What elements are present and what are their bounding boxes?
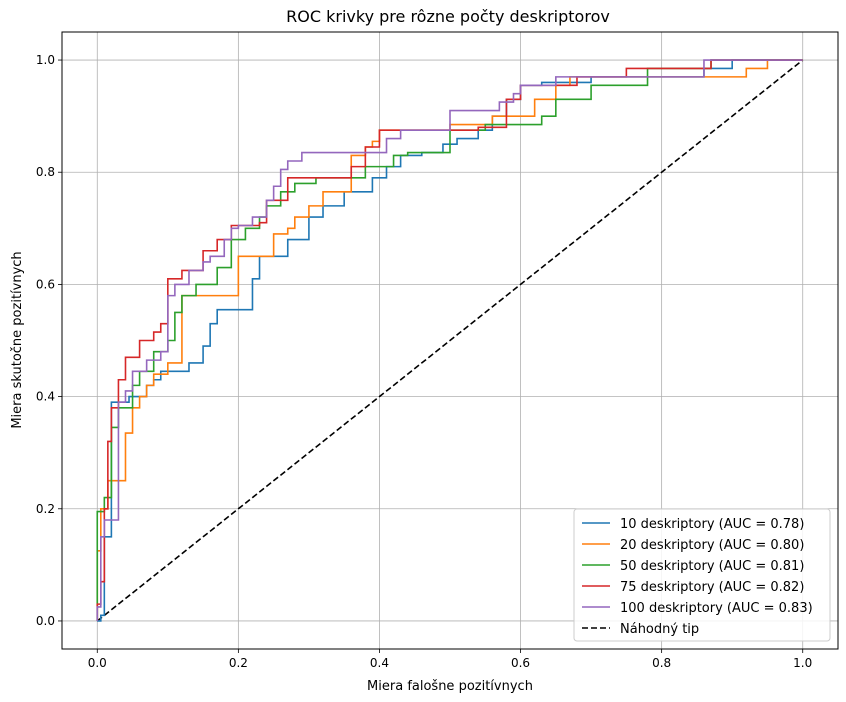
series-line-4 [96,59,803,621]
legend-label-0: 10 deskriptory (AUC = 0.78) [620,517,804,532]
x-tick-label: 0.4 [370,656,389,670]
x-tick-label: 0.2 [229,656,248,670]
legend-label-3: 75 deskriptory (AUC = 0.82) [620,580,804,595]
y-tick-label: 0.4 [36,390,55,404]
series-layer [96,59,804,622]
series-line-3 [96,59,803,621]
y-tick-label: 0.0 [36,614,55,628]
plot-frame [61,31,839,650]
legend: 10 deskriptory (AUC = 0.78) 20 deskriptor… [573,508,831,642]
x-tick-label: 0.8 [652,656,671,670]
ticks: 0.0 0.2 0.4 0.6 0.8 1.0 0.0 0.2 0.4 0.6 0.8 1.0 [36,53,812,670]
legend-label-1: 20 deskriptory (AUC = 0.80) [620,538,804,553]
x-tick-label: 0.6 [511,656,530,670]
y-tick-label: 1.0 [36,53,55,67]
y-tick-label: 0.2 [36,502,55,516]
x-tick-label: 1.0 [793,656,812,670]
y-tick-label: 0.8 [36,165,55,179]
x-axis-label: Miera falošne pozitívnych [367,679,533,694]
chart-title: ROC krivky pre rôzne počty deskriptorov [286,7,610,26]
legend-label-4: 100 deskriptory (AUC = 0.83) [620,601,813,616]
series-line-5 [96,59,804,622]
y-axis-label: Miera skutočne pozitívnych [10,251,25,428]
legend-label-5: Náhodný tip [620,622,699,637]
x-tick-label: 0.0 [88,656,107,670]
y-tick-label: 0.6 [36,277,55,291]
legend-box [573,508,831,642]
legend-label-2: 50 deskriptory (AUC = 0.81) [620,559,804,574]
